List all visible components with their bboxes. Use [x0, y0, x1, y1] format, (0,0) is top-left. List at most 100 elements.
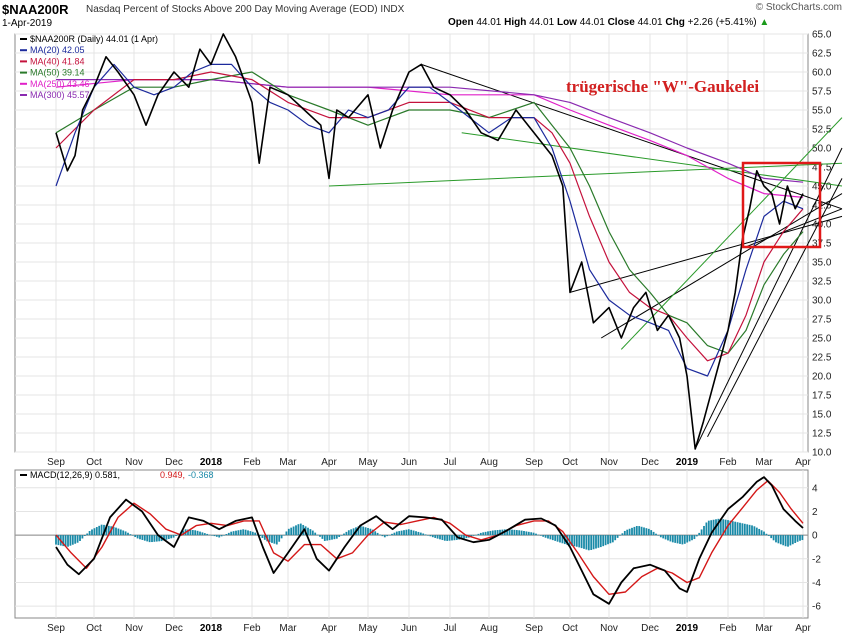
histogram-bar	[415, 531, 417, 536]
histogram-bar	[525, 531, 528, 536]
histogram-bar	[350, 529, 353, 536]
histogram-bar	[319, 535, 321, 537]
histogram-bar	[311, 530, 314, 536]
histogram-bar	[664, 535, 667, 540]
histogram-bar	[175, 535, 177, 536]
histogram-bar	[443, 535, 446, 541]
histogram-bar	[561, 535, 564, 544]
price-y-tick: 22.5	[812, 353, 832, 364]
histogram-bar	[479, 532, 482, 536]
histogram-bar	[566, 535, 569, 545]
histogram-bar	[359, 525, 362, 536]
histogram-bar	[129, 534, 132, 536]
macd-y-tick: 0	[812, 531, 818, 542]
low-label: Low	[556, 17, 577, 28]
histogram-bar	[424, 534, 427, 536]
stockcharts-credit[interactable]: © StockCharts.com	[755, 2, 842, 13]
histogram-bar	[782, 535, 785, 546]
histogram-bar	[688, 535, 691, 542]
price-panel[interactable]: 10.0 12.5 15.0 17.5 20.0 22.5 25.0 27.5 30.0 32.5…	[14, 30, 843, 469]
histogram-bar	[640, 526, 643, 536]
histogram-bar	[710, 520, 713, 536]
histogram-bar	[388, 534, 391, 536]
macd-x-tick: Sep	[525, 623, 543, 633]
legend-entry: MA(50) 39.14	[30, 68, 85, 78]
histogram-bar	[263, 535, 266, 540]
histogram-bar	[338, 535, 341, 537]
histogram-bar	[225, 534, 228, 536]
histogram-bar	[268, 535, 271, 543]
high-value: 44.01	[529, 17, 555, 28]
histogram-bar	[287, 528, 290, 536]
histogram-bar	[587, 535, 590, 551]
macd-frame	[14, 469, 809, 619]
histogram-bar	[290, 527, 293, 536]
histogram-bar	[729, 520, 732, 536]
histogram-bar	[182, 530, 185, 536]
histogram-bar	[614, 535, 617, 541]
histogram-bar	[220, 535, 223, 537]
open-label: Open	[448, 17, 474, 28]
histogram-bar	[374, 531, 377, 536]
histogram-bar	[573, 535, 576, 547]
histogram-bar	[321, 535, 324, 539]
histogram-bar	[585, 535, 588, 550]
histogram-bar	[544, 535, 547, 538]
histogram-bar	[595, 535, 597, 549]
price-x-tick: Jun	[401, 457, 417, 468]
histogram-bar	[405, 529, 408, 536]
histogram-bar	[211, 535, 213, 536]
histogram-bar	[103, 524, 105, 536]
histogram-bar	[93, 528, 96, 536]
histogram-bar	[609, 535, 612, 544]
histogram-bar	[91, 529, 93, 536]
histogram-bar	[191, 530, 194, 536]
price-x-tick: Apr	[321, 457, 337, 468]
histogram-bar	[679, 535, 681, 544]
histogram-bar	[153, 535, 156, 542]
histogram-bar	[686, 535, 689, 543]
histogram-bar	[127, 532, 129, 536]
macd-legend: MACD(12,26,9) 0.581, 0.949, -0.368	[20, 470, 214, 480]
histogram-bar	[232, 531, 235, 536]
series-line-ma-300	[56, 78, 804, 183]
histogram-bar	[323, 535, 326, 541]
histogram-bar	[607, 535, 609, 545]
price-y-tick: 47.5	[812, 163, 832, 174]
histogram-bar	[647, 528, 650, 536]
macd-panel[interactable]: 4 2 0 -2 -4 -6 Sep Oct Nov Dec 2018 Feb Mar Apr May Jun…	[14, 469, 821, 633]
histogram-bar	[215, 535, 218, 537]
macd-x-tick: Feb	[243, 623, 261, 633]
price-x-tick: Sep	[525, 457, 543, 468]
histogram-bar	[657, 535, 660, 536]
histogram-bar	[391, 533, 393, 536]
histogram-bar	[499, 529, 501, 536]
histogram-bar	[364, 527, 367, 536]
histogram-bar	[163, 535, 165, 541]
price-x-tick: Aug	[480, 457, 498, 468]
histogram-bar	[705, 522, 708, 536]
histogram-bar	[74, 535, 77, 544]
histogram-bar	[727, 520, 729, 536]
price-y-tick: 12.5	[812, 429, 832, 440]
histogram-bar	[343, 533, 345, 536]
highlight-box	[741, 161, 822, 249]
histogram-bar	[167, 535, 170, 540]
histogram-bar	[465, 535, 468, 539]
trendline	[461, 132, 843, 187]
histogram-bar	[767, 535, 770, 536]
close-label: Close	[607, 17, 635, 28]
histogram-bar	[261, 535, 264, 538]
histogram-bar	[760, 530, 763, 536]
histogram-bar	[527, 531, 530, 536]
histogram-bar	[203, 533, 206, 536]
histogram-bar	[412, 530, 415, 536]
histogram-bar	[254, 532, 257, 536]
histogram-bar	[635, 525, 638, 536]
histogram-bar	[419, 532, 422, 536]
macd-x-tick: Oct	[562, 623, 578, 633]
histogram-bar	[309, 529, 312, 536]
histogram-bar	[249, 531, 252, 536]
histogram-bar	[484, 531, 487, 536]
